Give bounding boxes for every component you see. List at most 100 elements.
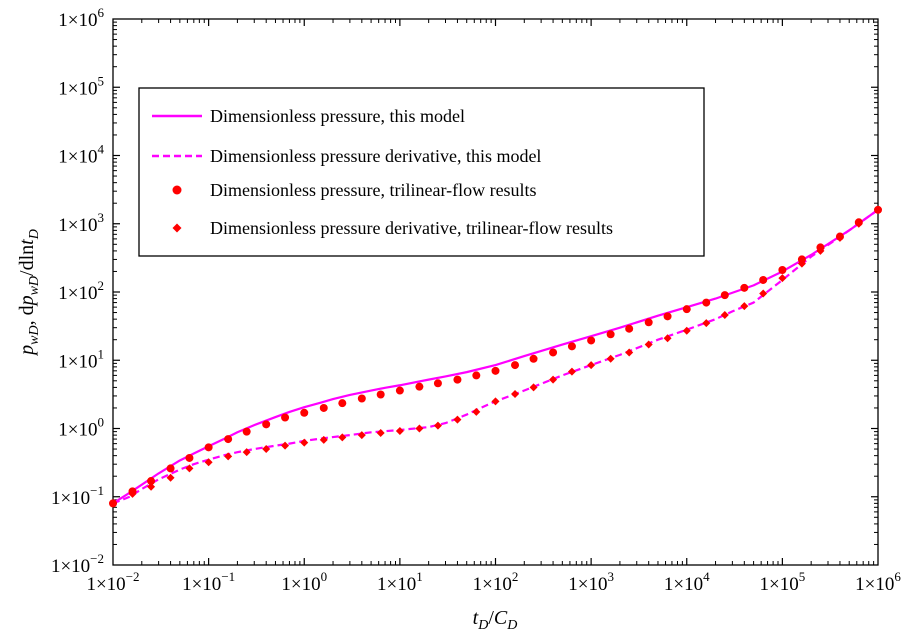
tick-marks [113, 19, 878, 565]
legend-entry: Dimensionless pressure derivative, this … [152, 146, 541, 166]
data-point [109, 499, 117, 508]
x-tick-label: 1×102 [473, 569, 519, 595]
data-point [319, 435, 328, 444]
data-point [415, 382, 424, 391]
data-point [511, 361, 520, 370]
data-point [606, 354, 615, 363]
x-tick-label: 1×103 [568, 569, 614, 595]
data-point [587, 336, 596, 345]
legend-swatch [172, 223, 182, 233]
legend-entry: Dimensionless pressure, trilinear-flow r… [172, 180, 537, 200]
legend-label: Dimensionless pressure derivative, this … [210, 146, 541, 166]
data-point [644, 340, 653, 349]
data-point [511, 390, 520, 399]
x-tick-label: 1×104 [664, 569, 710, 595]
x-axis-label: tD/CD [473, 607, 518, 632]
data-point [682, 326, 691, 335]
legend: Dimensionless pressure, this model Dimens… [138, 87, 705, 257]
y-tick-label: 1×100 [58, 415, 104, 441]
y-tick-labels: 1×10−2 1×10−1 1×100 1×101 1×102 1×103 1×104 1×1… [51, 5, 105, 577]
legend-label: Dimensionless pressure, trilinear-flow r… [210, 180, 537, 200]
data-point [472, 371, 481, 380]
data-point [778, 274, 787, 283]
data-point [587, 361, 596, 370]
data-point [319, 403, 328, 412]
data-point [415, 424, 424, 433]
x-tick-label: 1×106 [855, 569, 901, 595]
series-3 [109, 205, 882, 508]
data-point [549, 348, 558, 357]
series-layer [109, 205, 882, 508]
data-point [433, 379, 442, 388]
series-line [112, 208, 879, 505]
x-tick-label: 1×105 [760, 569, 806, 595]
y-tick-label: 1×106 [58, 5, 104, 31]
y-tick-label: 1×104 [58, 142, 104, 168]
data-point [281, 413, 290, 422]
data-point [682, 305, 691, 314]
data-point [262, 445, 271, 454]
data-point [491, 397, 500, 406]
y-tick-label: 1×102 [58, 278, 104, 304]
data-point [242, 448, 251, 457]
data-point [262, 420, 271, 429]
data-point [759, 289, 768, 298]
data-point [759, 275, 768, 284]
legend-swatch [172, 185, 182, 195]
data-point [874, 205, 882, 214]
data-point [567, 342, 576, 351]
data-point [625, 348, 634, 357]
series-1 [112, 208, 879, 505]
y-tick-label: 1×10−1 [51, 483, 104, 509]
data-point [147, 482, 156, 491]
data-point [778, 266, 787, 275]
data-point [185, 464, 194, 473]
data-point [740, 302, 749, 311]
data-point [338, 399, 347, 408]
data-point [720, 311, 729, 320]
data-point [529, 354, 538, 363]
data-point [376, 428, 385, 437]
data-point [702, 298, 711, 307]
data-point [395, 426, 404, 435]
data-point [797, 259, 806, 268]
data-point [338, 433, 347, 442]
data-point [185, 453, 194, 462]
legend-entry: Dimensionless pressure, this model [152, 106, 465, 126]
y-tick-label: 1×103 [58, 210, 104, 236]
data-point [491, 366, 500, 375]
data-point [224, 435, 233, 444]
data-point [300, 438, 309, 447]
series-4 [109, 205, 882, 508]
series-line [112, 208, 879, 505]
data-point [663, 334, 672, 343]
data-point [625, 324, 634, 333]
legend-label: Dimensionless pressure derivative, trili… [210, 218, 613, 238]
data-point [395, 386, 404, 395]
data-point [529, 383, 538, 392]
data-point [204, 443, 213, 452]
data-point [300, 408, 309, 417]
x-tick-label: 1×10−2 [86, 569, 139, 595]
y-tick-label: 1×101 [58, 346, 104, 372]
data-point [472, 407, 481, 416]
data-point [549, 375, 558, 384]
data-point [357, 394, 366, 403]
y-tick-label: 1×105 [58, 73, 104, 99]
data-point [281, 441, 290, 450]
data-point [816, 246, 825, 255]
x-tick-label: 1×101 [377, 569, 423, 595]
data-point [166, 473, 175, 482]
data-point [720, 291, 729, 300]
data-point [740, 283, 749, 292]
data-point [663, 312, 672, 321]
series-2 [112, 208, 879, 505]
data-point [453, 415, 462, 424]
data-point [242, 427, 251, 436]
data-point [204, 458, 213, 467]
data-point [797, 255, 806, 264]
y-axis-label: pwD, dpwD/dlntD [16, 229, 42, 357]
x-tick-label: 1×100 [281, 569, 327, 595]
data-point [224, 452, 233, 461]
data-point [567, 367, 576, 376]
